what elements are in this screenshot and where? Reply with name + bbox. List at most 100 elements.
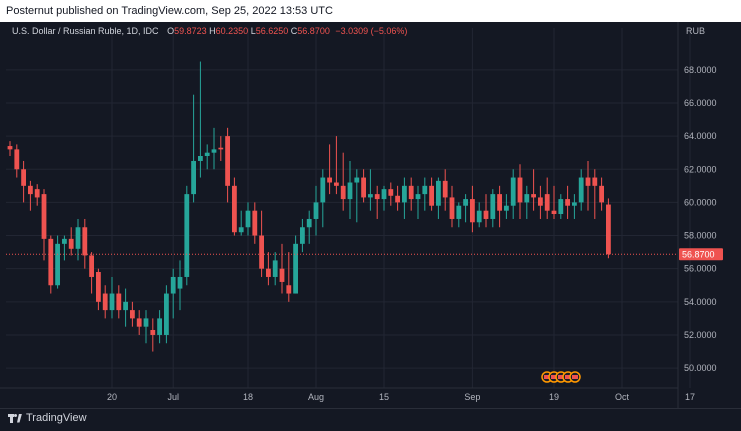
x-tick-label: Oct [615, 392, 630, 402]
candle-body [204, 152, 210, 156]
candle-body [381, 189, 387, 200]
candle-body [177, 276, 183, 289]
candle [89, 252, 94, 294]
candle-body [463, 199, 468, 206]
candle-body [327, 177, 332, 183]
high-value: 60.2350 [215, 26, 249, 36]
candle-body [157, 318, 162, 335]
candle-body [109, 293, 115, 311]
flag-icon [551, 375, 557, 379]
candle [388, 182, 394, 206]
candle [259, 210, 264, 277]
candle [558, 194, 564, 219]
candle-body [599, 185, 604, 203]
candle-body [198, 156, 203, 161]
candle [102, 285, 108, 319]
candle-body [340, 185, 346, 200]
candle [585, 160, 591, 211]
candle-body [102, 293, 108, 311]
candle [429, 177, 434, 211]
y-tick-label: 60.0000 [684, 197, 717, 207]
y-tick-label: 68.0000 [684, 65, 717, 75]
candle-body [259, 235, 264, 269]
candle [476, 202, 482, 228]
chart-legend: U.S. Dollar / Russian Ruble, 1D, IDC O59… [12, 26, 407, 36]
price-axis: 68.0000 66.0000 64.0000 62.0000 60.0000 58.00… [684, 65, 717, 373]
candle [306, 210, 312, 244]
candle-body [531, 194, 536, 198]
candle-body [89, 255, 94, 277]
flag-icon [565, 375, 571, 379]
x-tick-label: 18 [243, 392, 253, 402]
last-price-value: 56.8700 [682, 249, 715, 259]
candle [408, 177, 414, 211]
candle [198, 61, 203, 178]
candle-body [565, 199, 570, 206]
flag-icon [558, 375, 564, 379]
candle [497, 185, 502, 228]
event-markers [541, 371, 581, 383]
candle-body [34, 189, 40, 198]
candle [483, 194, 489, 228]
candle-body [572, 202, 577, 206]
candle [347, 160, 353, 219]
candle-body [75, 227, 81, 249]
x-tick-label: 17 [685, 392, 695, 402]
candle-body [116, 293, 122, 311]
candle-body [517, 177, 523, 203]
candle [551, 185, 557, 219]
y-tick-label: 58.0000 [684, 231, 717, 241]
candle [565, 185, 570, 219]
candle-body [7, 146, 13, 150]
low-value: 56.6250 [255, 26, 289, 36]
candle [184, 185, 190, 286]
candle-body [252, 210, 258, 236]
candle-body [136, 318, 142, 327]
candle [293, 235, 298, 294]
candle [463, 194, 468, 223]
candle-body [300, 227, 305, 244]
candle-body [218, 147, 224, 150]
candle [340, 152, 346, 211]
candle-body [490, 194, 496, 219]
candle-body [225, 136, 230, 186]
candle-body [470, 199, 475, 223]
candle-body [456, 205, 462, 219]
candle-body [558, 199, 564, 214]
tradingview-logo[interactable]: TradingView [8, 412, 87, 424]
y-tick-label: 64.0000 [684, 131, 717, 141]
candle [470, 185, 475, 233]
candle [75, 218, 81, 261]
candle-body [286, 285, 292, 294]
candle-body [476, 210, 482, 223]
candle-body [272, 260, 278, 277]
tradingview-logo-icon [8, 413, 22, 423]
candle-body [436, 180, 441, 206]
x-tick-label: 19 [549, 392, 559, 402]
candle-body [28, 185, 33, 195]
candle-body [551, 210, 557, 214]
candle-body [497, 194, 502, 211]
candle-body [293, 243, 298, 294]
candlestick-chart[interactable]: 68.0000 66.0000 64.0000 62.0000 60.0000 58.00… [0, 22, 741, 408]
candle [157, 310, 162, 344]
candle [531, 169, 536, 211]
candle [21, 160, 26, 203]
candle-body [483, 210, 489, 219]
candle [286, 252, 292, 302]
candle-body [592, 177, 598, 186]
candle [313, 185, 319, 236]
last-price-marker: 56.8700 [6, 248, 723, 383]
candle-body [143, 318, 149, 327]
chart-area[interactable]: 68.0000 66.0000 64.0000 62.0000 60.0000 58.00… [0, 22, 741, 408]
candle [354, 169, 360, 223]
candle [55, 235, 60, 289]
published-header: Posternut published on TradingView.com, … [0, 0, 741, 22]
candle-body [62, 238, 67, 244]
time-axis: 20 Jul 18 Aug 15 Sep 19 Oct 17 [107, 392, 695, 402]
candle [136, 310, 142, 335]
candle-body [279, 268, 285, 282]
candle [442, 169, 448, 211]
candle [334, 136, 339, 195]
low-label: L [250, 26, 256, 36]
